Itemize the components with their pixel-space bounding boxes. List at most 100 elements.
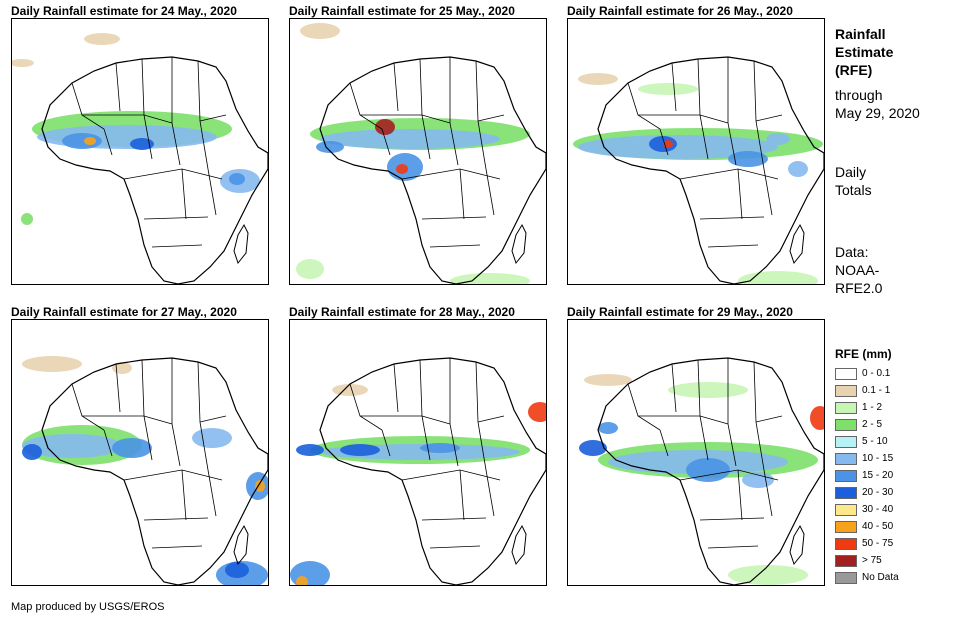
africa-coastline [41,56,268,284]
legend-swatch [835,486,857,499]
source-line: Data: [835,244,869,260]
legend-swatch [835,418,857,431]
source-line: RFE2.0 [835,280,883,296]
rainfall-area [37,125,217,149]
heading-line: Rainfall [835,26,886,42]
rainfall-area [12,59,34,67]
rainfall-area [316,141,344,153]
country-border [699,114,709,160]
rainfall-area [296,576,308,585]
country-border [697,359,701,417]
country-border [737,168,743,220]
through-date: through May 29, 2020 [835,86,920,122]
through-line: through [835,87,883,103]
rainfall-area [728,565,808,585]
rainfall-map [22,356,268,585]
country-border [477,114,505,122]
legend-swatch [835,435,857,448]
map-frame [289,18,547,285]
legend-label: 40 - 50 [862,521,894,532]
rainfall-map [290,357,546,585]
country-border [485,469,495,517]
country-border [755,421,765,471]
legend-item: 2 - 5 [835,416,899,433]
country-border [477,120,487,170]
madagascar-outline [789,524,805,566]
country-border [459,168,465,220]
legend-label: 2 - 5 [862,419,883,430]
legend-label: 50 - 75 [862,538,894,549]
rainfall-area [638,83,698,95]
country-border [123,469,223,481]
legend-item: 15 - 20 [835,467,899,484]
country-border [659,128,669,156]
rainfall-area [788,161,808,177]
map-frame [567,319,825,586]
country-border [71,383,105,431]
legend-item: 1 - 2 [835,399,899,416]
country-border [181,469,187,521]
country-border [755,114,783,122]
country-border [199,421,209,471]
country-border [143,216,209,220]
country-border [381,128,391,156]
rainfall-area [296,259,324,279]
legend-swatch [835,537,857,550]
country-border [449,122,459,166]
credit-text: Map produced by USGS/EROS [11,601,165,613]
rainfall-area [22,356,82,372]
country-border [475,361,479,423]
country-border [755,120,765,170]
legend-title: RFE (mm) [835,347,892,361]
country-border [697,58,701,116]
country-border [659,429,669,457]
country-border [707,545,759,549]
legend-item: No Data [835,569,899,586]
africa-coastline [319,357,546,585]
country-border [151,545,203,549]
legend-swatch [835,571,857,584]
legend-item: 5 - 10 [835,433,899,450]
rainfall-area [578,135,778,159]
panel-title: Daily Rainfall estimate for 26 May., 202… [567,4,793,18]
panel-title: Daily Rainfall estimate for 27 May., 202… [11,305,237,319]
rainfall-area [192,428,232,448]
country-border [197,60,201,122]
legend-swatch [835,469,857,482]
legend-rows: 0 - 0.1 0.1 - 1 1 - 2 2 - 5 5 - 10 10 - 15 15 … [835,365,899,586]
heading-line: Estimate [835,44,894,60]
country-border [638,415,729,425]
rainfall-area [112,362,132,374]
country-border [199,415,227,423]
country-border [401,469,501,481]
madagascar-outline [511,223,527,265]
country-border [82,415,173,425]
map-frame [11,319,269,586]
legend-item: 50 - 75 [835,535,899,552]
country-border [199,120,209,170]
rainfall-area [578,73,618,85]
madagascar-outline [233,524,249,566]
legend-label: 0 - 0.1 [862,368,891,379]
map-frame [567,18,825,285]
country-border [419,359,423,417]
country-border [393,62,399,112]
country-border [103,128,113,156]
rainfall-area [62,133,102,149]
country-border [753,60,757,122]
country-border [360,415,451,425]
country-border [707,244,759,248]
product-heading: Rainfall Estimate (RFE) [835,25,893,79]
rainfall-area [296,444,324,456]
country-border [459,469,465,521]
country-border [755,415,783,423]
country-border [429,244,481,248]
madagascar-outline [511,524,527,566]
country-border [421,517,487,521]
rainfall-area [112,438,152,458]
legend-swatch [835,554,857,567]
legend-item: 0 - 0.1 [835,365,899,382]
rainfall-area [84,137,96,145]
rainfall-area [742,472,774,488]
panel-title: Daily Rainfall estimate for 25 May., 202… [289,4,515,18]
